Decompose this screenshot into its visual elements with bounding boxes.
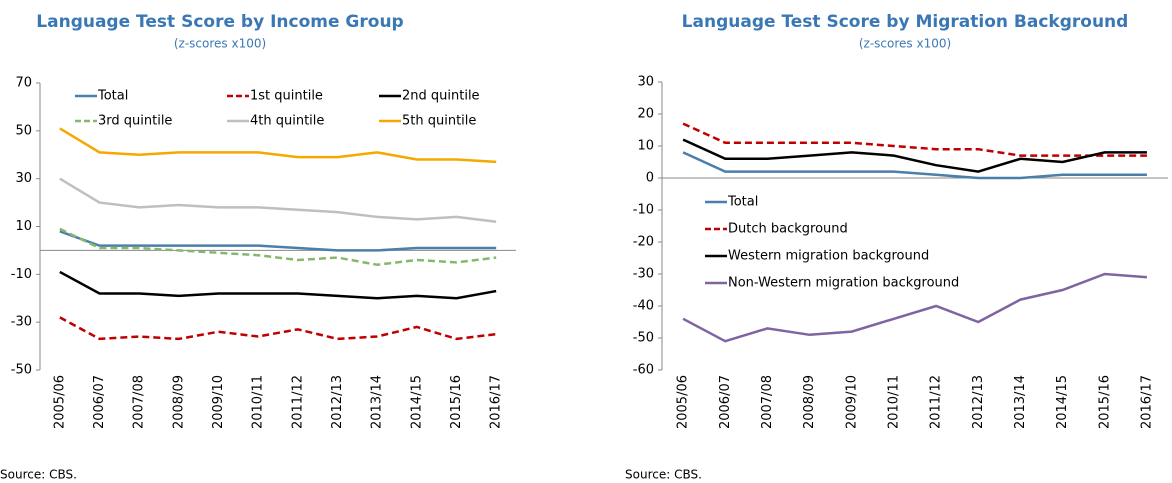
series-line	[59, 230, 497, 252]
x-tick-label: 2016/17	[1139, 375, 1154, 429]
x-tick-label: 2008/09	[171, 375, 186, 429]
chart-subtitle: (z-scores x100)	[859, 37, 951, 51]
x-tick-label: 2012/13	[971, 375, 986, 429]
x-tick-label: 2005/06	[52, 375, 67, 429]
chart-title: Language Test Score by Income Group	[36, 12, 403, 32]
x-tick-label: 2011/12	[929, 375, 944, 429]
x-tick-label: 2013/14	[1013, 375, 1028, 429]
legend-label: Total	[727, 195, 758, 210]
y-tick-label: -20	[633, 235, 654, 250]
y-tick-label: 20	[637, 107, 654, 122]
x-tick-label: 2015/16	[449, 375, 464, 429]
y-tick-label: -40	[633, 299, 654, 314]
x-tick-label: 2010/11	[251, 375, 266, 429]
x-tick-label: 2010/11	[886, 375, 901, 429]
legend-label: Western migration background	[728, 249, 929, 264]
y-tick-label: 10	[637, 139, 654, 154]
x-tick-label: 2009/10	[211, 375, 226, 429]
y-tick-label: -10	[633, 203, 654, 218]
series-line	[59, 270, 497, 300]
legend-label: 4th quintile	[250, 114, 324, 129]
x-tick-label: 2013/14	[370, 375, 385, 429]
x-tick-label: 2005/06	[676, 375, 691, 429]
series-line	[59, 127, 497, 164]
x-tick-label: 2008/09	[802, 375, 817, 429]
y-tick-label: 10	[15, 219, 32, 234]
series-line	[682, 122, 1147, 157]
y-tick-label: 0	[646, 171, 654, 186]
legend-label: 3rd quintile	[98, 114, 172, 129]
y-tick-label: 30	[637, 75, 654, 90]
y-tick-label: -10	[11, 267, 32, 282]
series-line	[682, 138, 1147, 173]
x-tick-label: 2011/12	[290, 375, 305, 429]
source-note: Source: CBS.	[0, 468, 77, 482]
y-tick-label: -50	[11, 363, 32, 378]
legend-label: Total	[97, 89, 128, 104]
legend-label: Dutch background	[728, 222, 848, 237]
x-tick-label: 2012/13	[330, 375, 345, 429]
chart-subtitle: (z-scores x100)	[174, 37, 266, 51]
y-tick-label: -30	[633, 267, 654, 282]
legend-label: Non-Western migration background	[728, 276, 959, 291]
series-line	[682, 151, 1147, 180]
y-tick-label: 30	[15, 171, 32, 186]
y-tick-label: -30	[11, 315, 32, 330]
legend-label: 1st quintile	[250, 89, 323, 104]
legend-label: 5th quintile	[402, 114, 476, 129]
y-tick-label: -60	[633, 363, 654, 378]
x-tick-label: 2007/08	[760, 375, 775, 429]
y-tick-label: 50	[15, 123, 32, 138]
x-tick-label: 2015/16	[1097, 375, 1112, 429]
y-tick-label: 70	[15, 76, 32, 91]
x-tick-label: 2009/10	[844, 375, 859, 429]
x-tick-label: 2007/08	[132, 375, 147, 429]
series-line	[59, 316, 497, 341]
x-tick-label: 2014/15	[1055, 375, 1070, 429]
y-tick-label: -50	[633, 331, 654, 346]
series-line	[59, 227, 497, 267]
series-line	[59, 177, 497, 223]
x-tick-label: 2014/15	[409, 375, 424, 429]
source-note: Source: CBS.	[625, 468, 702, 482]
x-tick-label: 2016/17	[489, 375, 504, 429]
x-tick-label: 2006/07	[718, 375, 733, 429]
x-tick-label: 2006/07	[92, 375, 107, 429]
chart-title: Language Test Score by Migration Backgro…	[682, 12, 1129, 32]
series-line	[682, 272, 1148, 343]
legend-label: 2nd quintile	[402, 89, 480, 104]
